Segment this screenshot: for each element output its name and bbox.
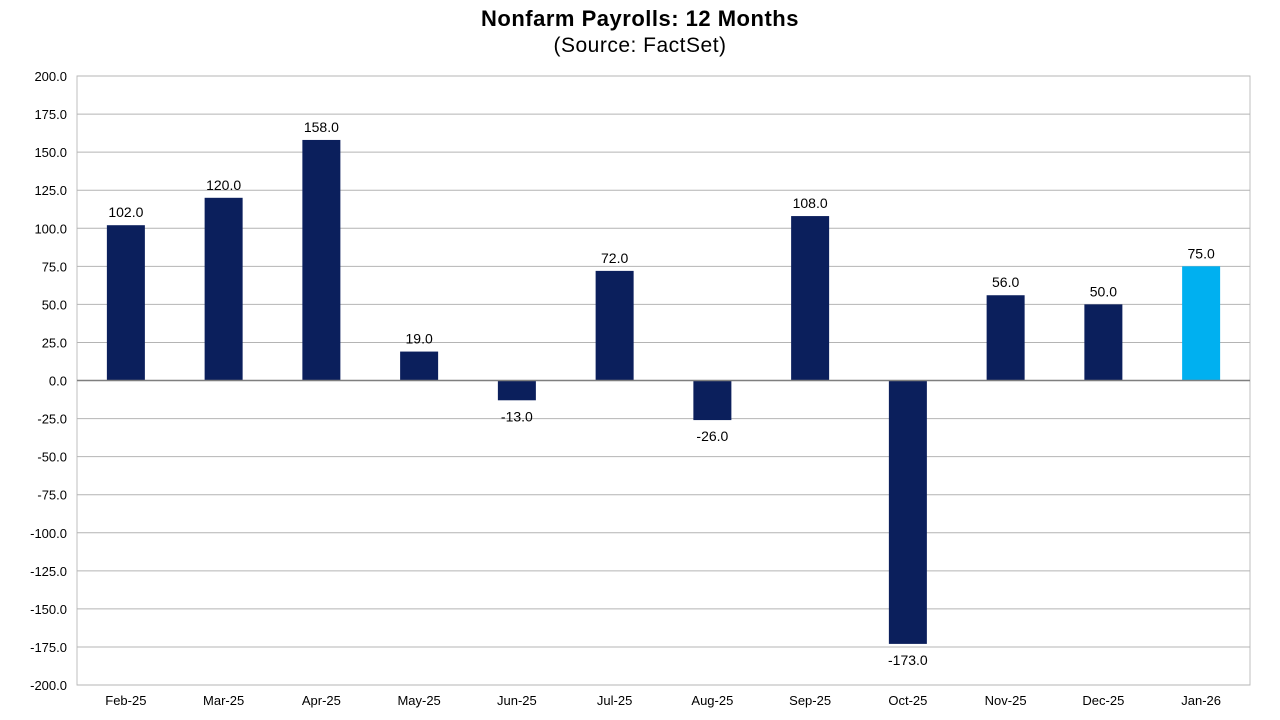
- x-tick-label: Jun-25: [497, 693, 537, 708]
- data-label: 72.0: [601, 250, 628, 266]
- grid-lines: [77, 75, 1250, 686]
- data-label: -13.0: [501, 408, 533, 424]
- y-tick-label: -100.0: [30, 526, 67, 541]
- bar-dec-25: [1084, 304, 1123, 381]
- y-tick-label: -25.0: [37, 412, 67, 427]
- chart-subtitle: (Source: FactSet): [553, 34, 727, 57]
- bar-apr-25: [302, 139, 341, 381]
- data-label: 19.0: [406, 331, 433, 347]
- axes: 200.0 175.0 150.0 125.0 100.0 75.0 50.0 25.0 0.0…: [30, 69, 1250, 708]
- bar-oct-25: [888, 380, 927, 644]
- x-tick-label: Mar-25: [203, 693, 244, 708]
- y-tick-label: 175.0: [34, 107, 67, 122]
- data-label: 56.0: [992, 274, 1019, 290]
- bars: [106, 139, 1221, 644]
- y-tick-label: -200.0: [30, 678, 67, 693]
- y-tick-label: 200.0: [34, 69, 67, 84]
- bar-jul-25: [595, 270, 634, 381]
- bar-feb-25: [106, 225, 145, 381]
- y-tick-label: -150.0: [30, 602, 67, 617]
- x-tick-label: Jan-26: [1181, 693, 1221, 708]
- chart-title: Nonfarm Payrolls: 12 Months: [481, 6, 799, 31]
- x-tick-label: Nov-25: [985, 693, 1027, 708]
- x-tick-label: Sep-25: [789, 693, 831, 708]
- bar-mar-25: [204, 197, 243, 381]
- y-tick-label: -125.0: [30, 564, 67, 579]
- y-tick-label: 50.0: [42, 297, 67, 312]
- y-tick-label: 0.0: [49, 374, 67, 389]
- data-label: 158.0: [304, 119, 339, 135]
- data-labels: 102.0 120.0 158.0 19.0 -13.0 72.0 -26.0 108.0 -1…: [108, 119, 1215, 668]
- bar-jun-25: [497, 380, 536, 401]
- data-label: 50.0: [1090, 283, 1117, 299]
- data-label: -26.0: [696, 428, 728, 444]
- x-tick-label: Aug-25: [691, 693, 733, 708]
- bar-may-25: [400, 351, 439, 381]
- y-tick-label: 25.0: [42, 335, 67, 350]
- y-tick-label: -75.0: [37, 488, 67, 503]
- x-tick-label: Oct-25: [888, 693, 927, 708]
- x-tick-label: Dec-25: [1082, 693, 1124, 708]
- data-label: 120.0: [206, 177, 241, 193]
- data-label: -173.0: [888, 652, 928, 668]
- x-tick-label: May-25: [397, 693, 440, 708]
- y-tick-label: 100.0: [34, 221, 67, 236]
- data-label: 102.0: [108, 204, 143, 220]
- bar-jan-26: [1182, 266, 1221, 381]
- y-tick-label: 75.0: [42, 259, 67, 274]
- y-tick-label: 150.0: [34, 145, 67, 160]
- data-label: 108.0: [793, 195, 828, 211]
- bar-sep-25: [791, 216, 830, 381]
- x-tick-label: Feb-25: [105, 693, 146, 708]
- bar-nov-25: [986, 295, 1025, 381]
- data-label: 75.0: [1188, 245, 1215, 261]
- y-tick-label: 125.0: [34, 183, 67, 198]
- bar-aug-25: [693, 380, 732, 421]
- y-tick-label: -175.0: [30, 640, 67, 655]
- x-tick-label: Jul-25: [597, 693, 632, 708]
- x-tick-label: Apr-25: [302, 693, 341, 708]
- y-tick-label: -50.0: [37, 450, 67, 465]
